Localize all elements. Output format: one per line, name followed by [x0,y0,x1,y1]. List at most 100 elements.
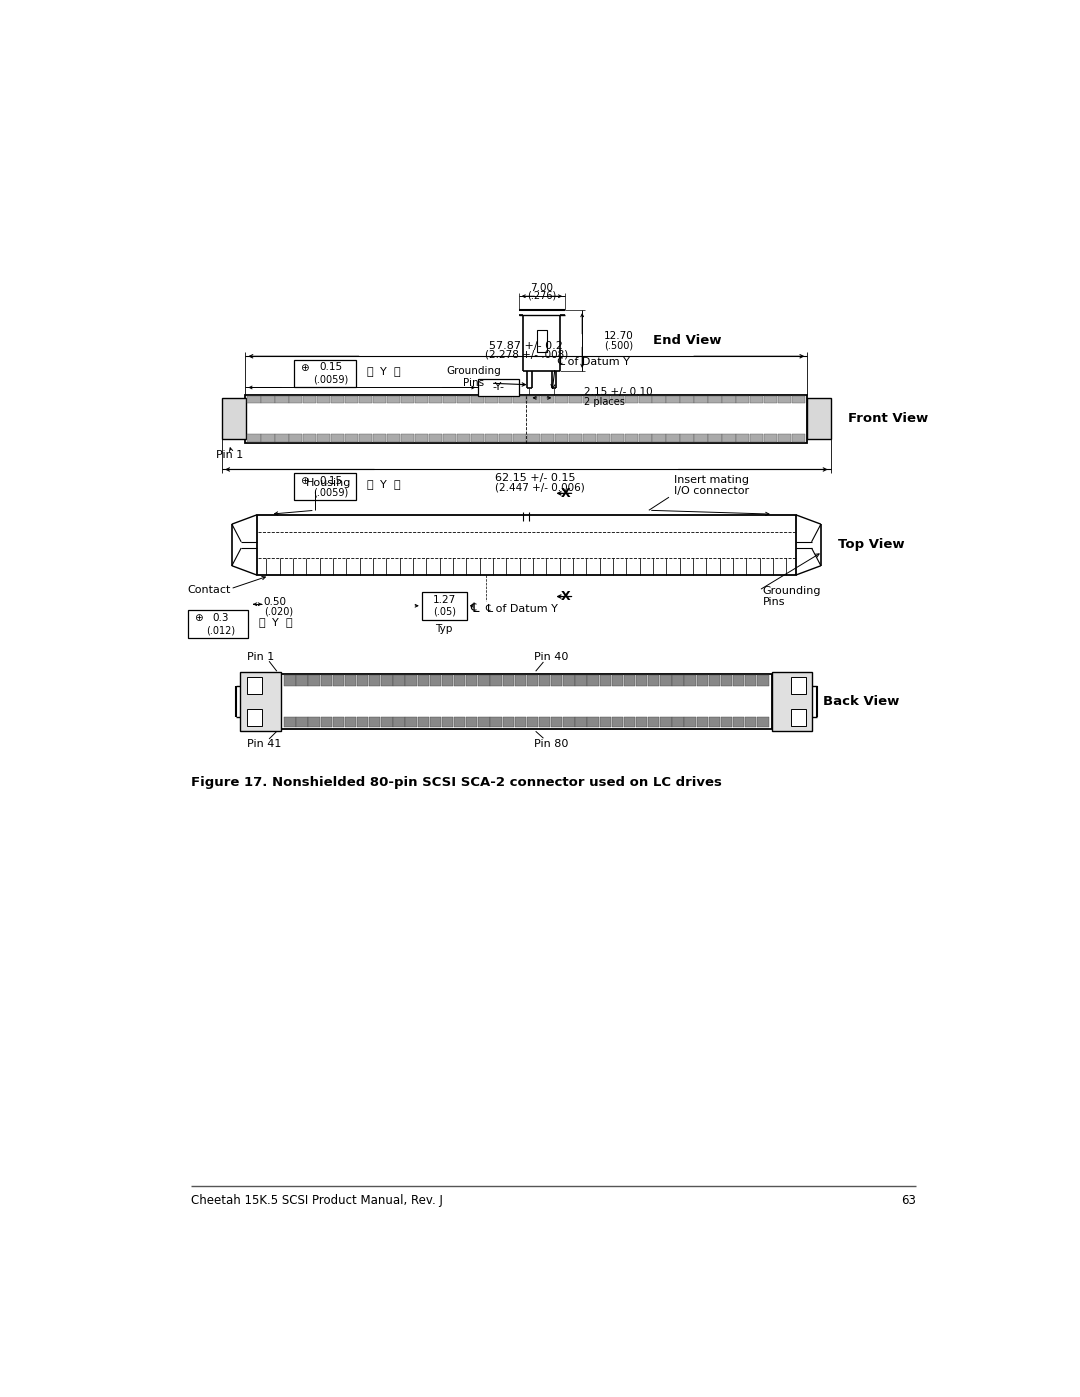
Bar [443,395,456,404]
Bar [499,434,512,441]
Bar [694,434,707,441]
Text: Ⓜ: Ⓜ [393,481,401,490]
Bar [624,675,635,686]
Bar [793,434,806,441]
Bar [478,380,518,395]
Bar [405,675,417,686]
Text: (.0059): (.0059) [313,374,349,384]
Bar [660,675,672,686]
Bar [284,717,296,728]
Bar [541,434,554,441]
Text: 2 places: 2 places [583,397,624,407]
Bar [345,717,356,728]
Bar [442,717,454,728]
Bar [490,717,502,728]
Bar [563,717,575,728]
Text: 12.70: 12.70 [604,331,634,341]
Text: Pin 1: Pin 1 [247,651,274,662]
Bar [457,434,470,441]
Text: (.0059): (.0059) [313,488,349,497]
Bar [333,675,345,686]
Bar [401,434,415,441]
Text: Housing: Housing [306,478,351,488]
Text: 7.00: 7.00 [530,282,553,293]
Bar [697,717,707,728]
Bar [467,717,477,728]
Bar [527,395,540,404]
Text: (2.447 +/- 0.006): (2.447 +/- 0.006) [496,482,585,492]
Bar [381,675,392,686]
Text: Contact: Contact [188,585,231,595]
Bar [429,434,442,441]
Bar [527,434,540,441]
Bar [685,717,696,728]
Bar [673,675,684,686]
Bar [321,675,332,686]
Bar [261,395,274,404]
Bar [527,717,538,728]
Bar [415,395,428,404]
Bar [499,395,512,404]
Bar [708,675,720,686]
Bar [405,717,417,728]
Bar [765,395,778,404]
Bar [779,395,792,404]
Bar [588,717,598,728]
Text: Pin 40: Pin 40 [535,651,568,662]
Bar [737,395,750,404]
Bar [281,673,772,729]
Bar [576,675,586,686]
Bar [321,717,332,728]
Bar [387,434,401,441]
Bar [680,434,693,441]
Bar [685,675,696,686]
Text: ℄: ℄ [470,602,478,615]
Bar [708,395,721,404]
Text: 63: 63 [902,1193,916,1207]
Text: Ⓜ: Ⓜ [393,367,401,377]
Bar [393,675,405,686]
Bar [610,434,624,441]
Bar [485,434,498,441]
Bar [478,717,489,728]
Bar [373,434,387,441]
Text: Typ: Typ [435,624,453,634]
Bar [652,434,665,441]
Bar [551,717,563,728]
Text: (.500): (.500) [604,339,633,351]
Text: Ⓜ: Ⓜ [366,481,373,490]
Bar [261,434,274,441]
Bar [638,395,651,404]
Text: (.012): (.012) [205,624,234,636]
Text: Back View: Back View [823,694,900,708]
Text: Ⓜ: Ⓜ [366,367,373,377]
Bar [442,675,454,686]
Bar [636,717,647,728]
Text: Top View: Top View [838,538,905,552]
Text: ℄ of Datum Y: ℄ of Datum Y [557,356,631,366]
Bar [467,675,477,686]
Bar [624,434,638,441]
Bar [751,434,764,441]
Bar [807,398,831,440]
Bar [246,676,262,693]
Bar [357,717,368,728]
Bar [415,434,428,441]
Bar [502,717,514,728]
Text: 0.3: 0.3 [212,613,229,623]
Text: 62.15 +/- 0.15: 62.15 +/- 0.15 [496,474,576,483]
Text: Pin 80: Pin 80 [535,739,568,749]
Bar [443,434,456,441]
Bar [246,708,262,726]
Bar [393,717,405,728]
Bar [309,717,320,728]
Bar [318,434,330,441]
Bar [401,395,415,404]
Text: (.020): (.020) [264,606,293,616]
Bar [599,675,611,686]
Text: Grounding
Pins: Grounding Pins [762,585,821,608]
Bar [360,395,373,404]
Bar [624,717,635,728]
Bar [745,717,756,728]
Bar [569,395,582,404]
